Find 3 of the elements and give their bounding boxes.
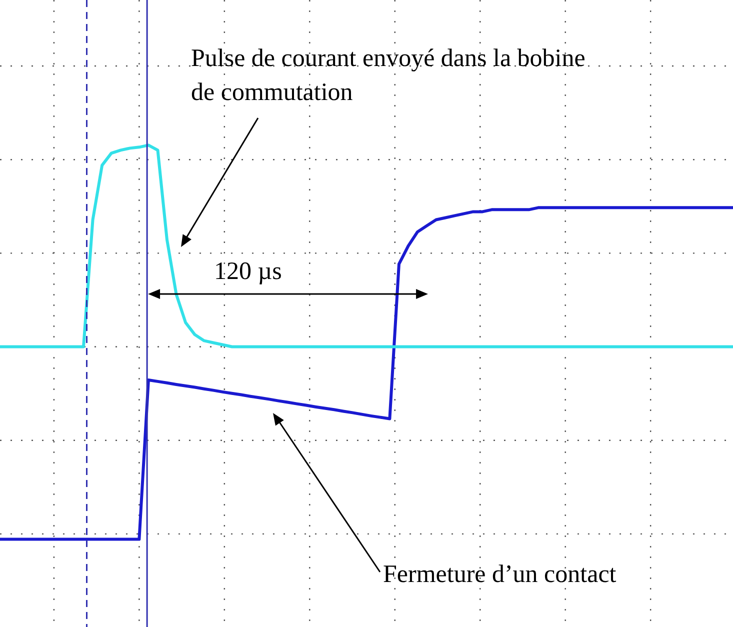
text: Pulse de courant envoyé dans la bobine de commutation	[191, 44, 586, 108]
annotation: 120 µs	[214, 257, 282, 287]
text: Fermeture d’un contact	[383, 560, 616, 590]
